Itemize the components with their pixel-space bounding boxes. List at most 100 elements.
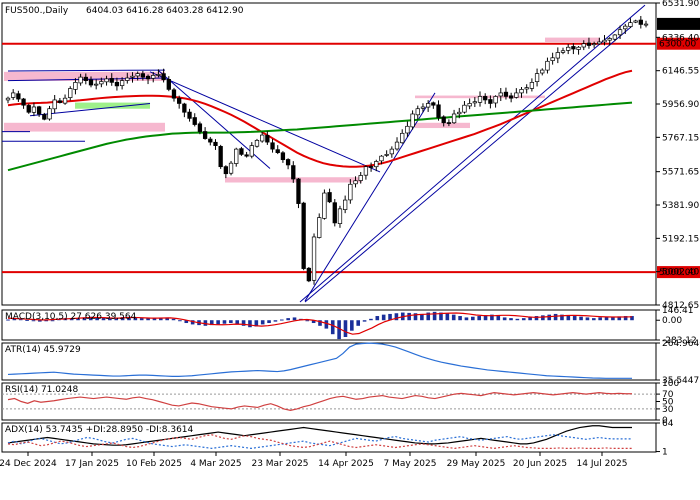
macd-bar <box>254 320 259 327</box>
time-tick-label: 29 May 2025 <box>447 459 506 469</box>
macd-bar <box>165 317 169 321</box>
candle-body <box>109 78 114 83</box>
macd-bar <box>222 320 227 324</box>
candle-body <box>125 77 130 81</box>
candle-body <box>415 108 420 116</box>
candle-body <box>187 111 192 119</box>
candle-body <box>534 73 540 82</box>
macd-bar <box>286 318 290 321</box>
macd-bar <box>229 320 233 324</box>
macd-bar <box>133 317 138 321</box>
candle-body <box>21 98 26 106</box>
candle-body <box>42 114 47 120</box>
candle-body <box>540 69 545 74</box>
candle-body <box>285 159 291 166</box>
candle-body <box>586 42 592 46</box>
candle-body <box>135 73 140 77</box>
candle-body <box>83 76 88 81</box>
candle-body <box>524 87 529 90</box>
price-tick-label: 6146.55 <box>662 67 699 77</box>
candle-body <box>597 41 602 45</box>
macd-bar <box>18 319 23 321</box>
candle-body <box>311 236 317 281</box>
macd-bar <box>318 320 322 326</box>
candle-body <box>317 217 322 238</box>
macd-bar <box>203 320 208 326</box>
macd-bar <box>76 318 80 321</box>
candle-body <box>275 149 280 153</box>
zone-box-5 <box>415 122 470 129</box>
candle-body <box>529 82 535 89</box>
candle-body <box>249 145 254 157</box>
macd-bar <box>267 320 271 324</box>
rsi-tick-label: 100 <box>662 379 679 389</box>
macd-bar <box>88 316 93 321</box>
time-tick-label: 14 Jul 2025 <box>577 459 628 469</box>
macd-bar <box>146 318 150 321</box>
macd-bar <box>553 313 558 321</box>
panel-frame-rsi <box>1 382 657 421</box>
candle-body <box>78 76 83 84</box>
candle-body <box>363 166 369 176</box>
macd-bar <box>521 318 526 321</box>
macd-bar <box>101 317 106 321</box>
price-tick-label: 6531.90 <box>662 0 699 9</box>
price-tick-label: 6336.40 <box>662 33 699 43</box>
candle-body <box>555 52 560 59</box>
candle-body <box>223 166 229 175</box>
macd-bar <box>50 320 55 322</box>
macd-bar <box>572 316 577 321</box>
rsi-tick-label: 50 <box>662 398 674 408</box>
candle-body <box>571 46 576 50</box>
candle-body <box>280 152 286 161</box>
macd-bar <box>120 317 125 321</box>
macd-bar <box>152 318 157 321</box>
candle-body <box>628 22 633 27</box>
price-tick-label: 5956.90 <box>662 100 699 110</box>
candle-body <box>431 102 436 106</box>
macd-bar <box>25 319 29 321</box>
candle-body <box>519 89 524 94</box>
candle-body <box>488 99 493 104</box>
zone-boxes <box>4 37 600 183</box>
time-tick-label: 24 Dec 2024 <box>0 459 57 469</box>
candle-body <box>57 100 63 103</box>
candle-body <box>358 175 363 181</box>
zone-box-1 <box>4 122 165 132</box>
rsi-tick-label: 0 <box>662 416 668 426</box>
candle-body <box>322 192 327 219</box>
candle-body <box>5 97 11 101</box>
candle-body <box>99 81 104 85</box>
macd-bar <box>350 320 354 331</box>
zone-box-0 <box>4 71 165 81</box>
candle-body <box>545 60 550 71</box>
candle-body <box>623 25 628 30</box>
candle-body <box>514 92 519 98</box>
rsi-line <box>7 392 632 411</box>
panel-frame-atr <box>1 342 657 381</box>
macd-bar <box>630 316 634 321</box>
candle-body <box>213 141 218 146</box>
last-price-label: 6412.90 <box>659 20 696 30</box>
macd-bar <box>292 317 297 321</box>
macd-bar <box>114 317 119 321</box>
moving-averages <box>7 69 633 172</box>
macd-bar <box>330 320 335 335</box>
panel-frame-price <box>1 2 657 306</box>
candle-body <box>94 83 99 86</box>
candle-body <box>114 81 120 87</box>
candle-body <box>260 134 265 142</box>
candle-body <box>306 267 311 282</box>
candle-body <box>291 165 296 180</box>
candle-body <box>451 113 457 124</box>
price-tick-label: 4812.65 <box>662 301 699 311</box>
candle-body <box>498 92 503 97</box>
candle-body <box>462 104 467 113</box>
candle-body <box>119 80 125 86</box>
macd-bar <box>6 319 10 321</box>
candle-body <box>503 91 509 97</box>
indicator-plots <box>2 311 656 449</box>
candle-body <box>166 79 171 90</box>
candle-body <box>560 50 566 53</box>
